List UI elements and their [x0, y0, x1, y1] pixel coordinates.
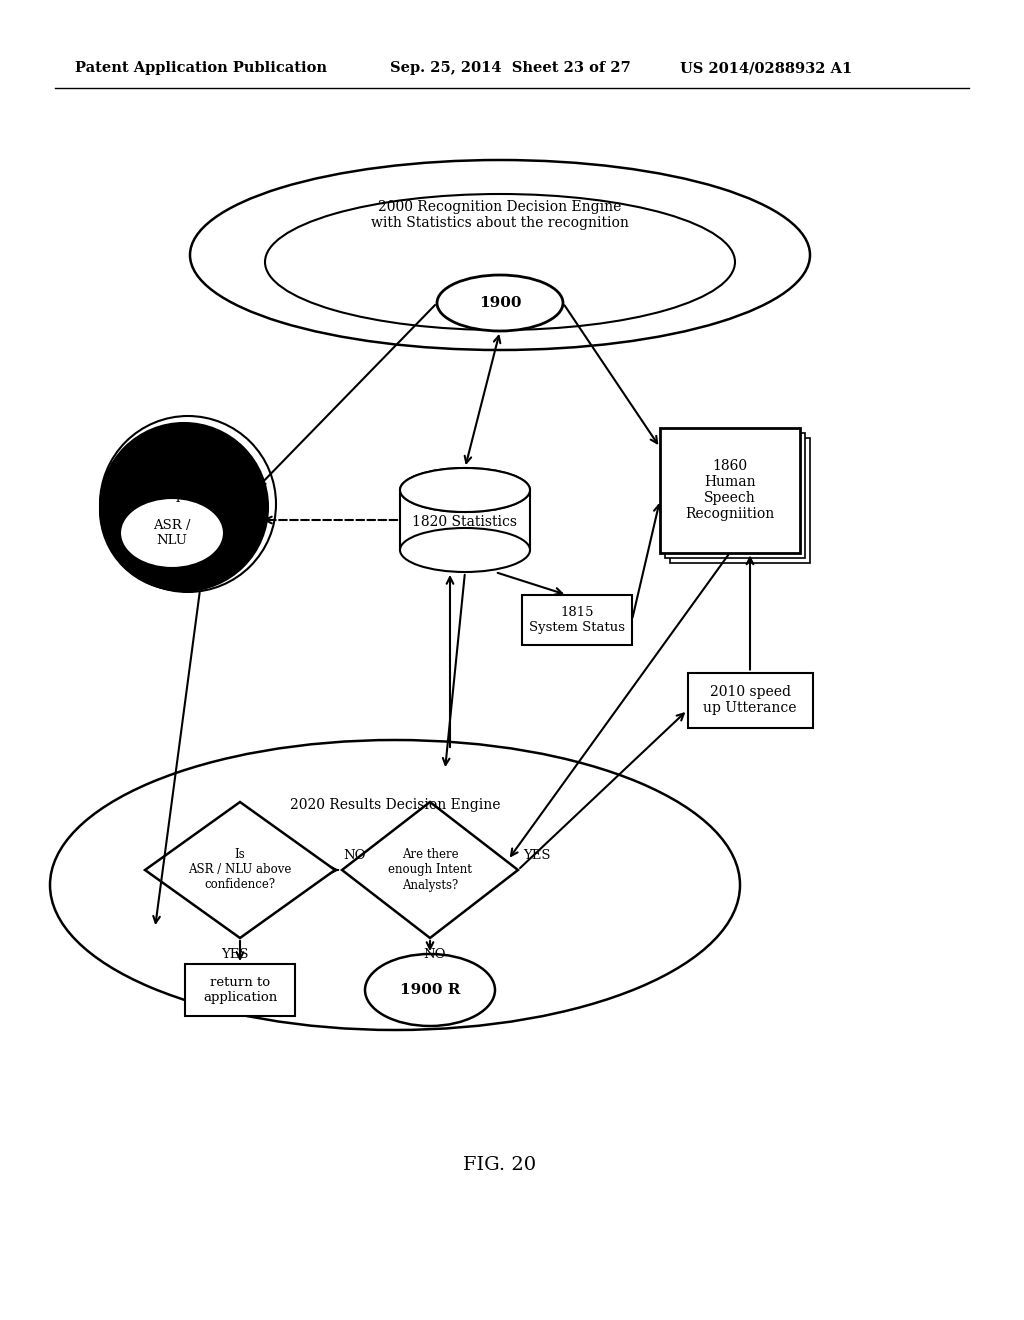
Bar: [660, 428, 800, 553]
Text: NO: NO: [343, 849, 366, 862]
Bar: [400, 490, 530, 550]
Ellipse shape: [400, 469, 530, 512]
Text: 2020 Results Decision Engine: 2020 Results Decision Engine: [290, 799, 501, 812]
Ellipse shape: [50, 741, 740, 1030]
Text: return to
application: return to application: [203, 975, 278, 1005]
Text: YES: YES: [221, 948, 249, 961]
Ellipse shape: [265, 194, 735, 330]
Ellipse shape: [365, 954, 495, 1026]
Bar: [687, 672, 812, 727]
Polygon shape: [342, 803, 518, 939]
Circle shape: [100, 422, 268, 591]
Text: ASR /
NLU: ASR / NLU: [154, 519, 190, 546]
Bar: [185, 964, 295, 1016]
Text: 1900 R: 1900 R: [399, 983, 460, 997]
Ellipse shape: [400, 528, 530, 572]
Text: Sep. 25, 2014  Sheet 23 of 27: Sep. 25, 2014 Sheet 23 of 27: [390, 61, 631, 75]
Text: Is
ASR / NLU above
confidence?: Is ASR / NLU above confidence?: [188, 849, 292, 891]
Ellipse shape: [400, 469, 530, 512]
Text: 1815
System Status: 1815 System Status: [529, 606, 625, 634]
Text: 1900: 1900: [479, 296, 521, 310]
Text: Are there
enough Intent
Analysts?: Are there enough Intent Analysts?: [388, 849, 472, 891]
Ellipse shape: [120, 498, 224, 568]
Text: FIG. 20: FIG. 20: [464, 1156, 537, 1173]
Ellipse shape: [190, 160, 810, 350]
Bar: [665, 433, 805, 557]
Bar: [522, 595, 632, 645]
Text: 1820 Statistics: 1820 Statistics: [413, 515, 517, 529]
Text: 1860
Human
Speech
Recogniition: 1860 Human Speech Recogniition: [685, 459, 774, 521]
Text: 2000 Recognition Decision Engine
with Statistics about the recognition: 2000 Recognition Decision Engine with St…: [371, 199, 629, 230]
Text: US 2014/0288932 A1: US 2014/0288932 A1: [680, 61, 852, 75]
Text: YES: YES: [523, 849, 551, 862]
Text: 2010 speed
up Utterance: 2010 speed up Utterance: [703, 685, 797, 715]
Bar: [670, 437, 810, 562]
Ellipse shape: [437, 275, 563, 331]
Text: NO: NO: [424, 948, 446, 961]
Text: 1850 ASR / NLU
Requests: 1850 ASR / NLU Requests: [130, 474, 241, 502]
Text: Patent Application Publication: Patent Application Publication: [75, 61, 327, 75]
Polygon shape: [145, 803, 335, 939]
Circle shape: [100, 430, 260, 590]
